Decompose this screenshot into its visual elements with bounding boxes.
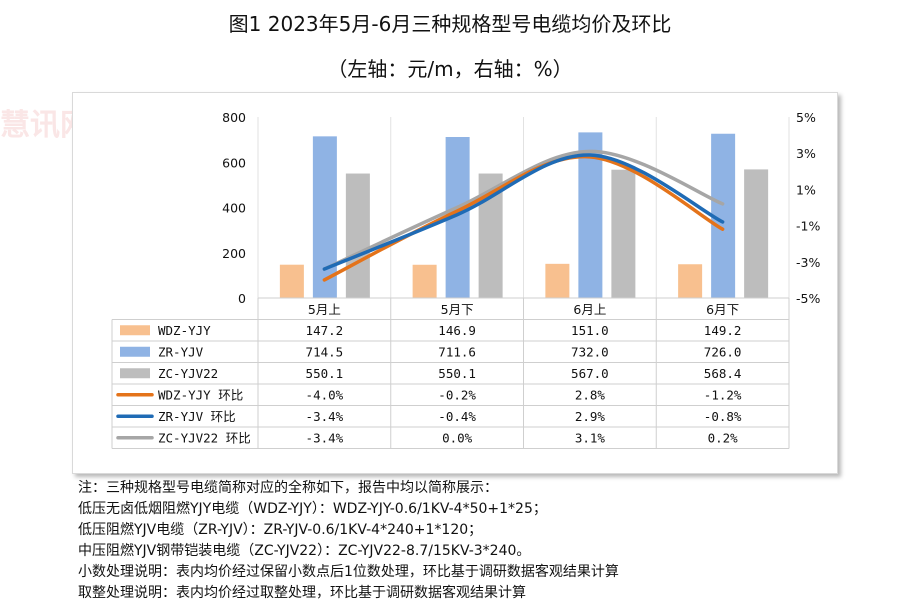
chart-subtitle: （左轴：元/m，右轴：%） [327, 57, 573, 81]
legend-label: ZC-YJV22 [158, 366, 218, 381]
y-left-tick-label: 0 [238, 291, 246, 306]
data-cell: -3.4% [306, 430, 344, 445]
data-cell: 0.0% [442, 430, 473, 445]
data-cell: 149.2 [704, 323, 742, 338]
y-left-tick-label: 400 [222, 201, 246, 216]
y-left-tick-label: 200 [222, 246, 246, 261]
data-cell: 550.1 [306, 366, 344, 381]
legend-key [120, 325, 150, 336]
x-tick-label: 5月上 [308, 302, 341, 317]
bar [678, 264, 703, 298]
series-line [322, 155, 725, 282]
data-cell: 2.8% [575, 387, 606, 402]
data-cell: 714.5 [306, 344, 344, 359]
data-cell: 151.0 [571, 323, 609, 338]
note-line: 低压阻燃YJV电缆（ZR-YJV）：ZR-YJV-0.6/1KV-4*240+1… [78, 522, 483, 538]
bar [744, 169, 769, 298]
legend-key [120, 368, 150, 379]
bar [611, 169, 636, 298]
legend-label: ZR-YJV 环比 [158, 409, 236, 424]
bar [312, 136, 337, 298]
legend-label: ZC-YJV22 环比 [158, 430, 251, 445]
y-right-tick-label: 1% [796, 182, 816, 197]
data-cell: -4.0% [306, 387, 344, 402]
data-cell: -0.4% [438, 409, 476, 424]
y-right-tick-label: 3% [796, 146, 816, 161]
series-line [322, 153, 725, 271]
legend-key [120, 346, 150, 357]
bar [345, 173, 370, 298]
legend-label: ZR-YJV [158, 344, 204, 359]
data-cell: 568.4 [704, 366, 742, 381]
y-left-tick-label: 800 [222, 110, 246, 125]
data-cell: 726.0 [704, 344, 742, 359]
x-tick-label: 6月上 [573, 302, 606, 317]
note-line: 注：三种规格型号电缆简称对应的全称如下，报告中均以简称展示： [78, 480, 498, 496]
data-cell: -0.2% [438, 387, 476, 402]
data-cell: 0.2% [708, 430, 739, 445]
y-right-tick-label: 5% [796, 110, 816, 125]
y-left-tick-label: 600 [222, 155, 246, 170]
note-line: 中压阻燃YJV钢带铠装电缆（ZC-YJV22）：ZC-YJV22-8.7/15K… [78, 543, 531, 559]
note-line: 小数处理说明：表内均价经过保留小数点后1位数处理，环比基于调研数据客观结果计算 [78, 564, 619, 580]
data-cell: 147.2 [306, 323, 344, 338]
data-cell: 3.1% [575, 430, 606, 445]
data-cell: 711.6 [438, 344, 476, 359]
x-tick-label: 5月下 [441, 302, 474, 317]
y-right-tick-label: -5% [796, 291, 820, 306]
x-tick-label: 6月下 [706, 302, 739, 317]
y-right-tick-label: -3% [796, 255, 820, 270]
notes-block: 注：三种规格型号电缆简称对应的全称如下，报告中均以简称展示： 低压无卤低烟阻燃Y… [78, 478, 619, 604]
data-cell: 732.0 [571, 344, 609, 359]
data-cell: 550.1 [438, 366, 476, 381]
data-cell: 146.9 [438, 323, 476, 338]
bar [279, 264, 304, 298]
note-line: 取整处理说明：表内均价经过取整处理，环比基于调研数据客观结果计算 [78, 585, 526, 601]
legend-label: WDZ-YJY 环比 [158, 387, 243, 402]
bar [545, 263, 570, 298]
note-line: 低压无卤低烟阻燃YJY电缆（WDZ-YJY）：WDZ-YJY-0.6/1KV-4… [78, 501, 547, 517]
series-line [322, 149, 725, 271]
data-cell: -0.8% [704, 409, 742, 424]
bar [412, 264, 437, 298]
bar [578, 132, 603, 298]
legend-label: WDZ-YJY [158, 323, 211, 338]
data-cell: -3.4% [306, 409, 344, 424]
data-cell: -1.2% [704, 387, 742, 402]
y-right-tick-label: -1% [796, 219, 820, 234]
data-cell: 567.0 [571, 366, 609, 381]
chart-title: 图1 2023年5月-6月三种规格型号电缆均价及环比 [228, 12, 672, 36]
data-cell: 2.9% [575, 409, 606, 424]
